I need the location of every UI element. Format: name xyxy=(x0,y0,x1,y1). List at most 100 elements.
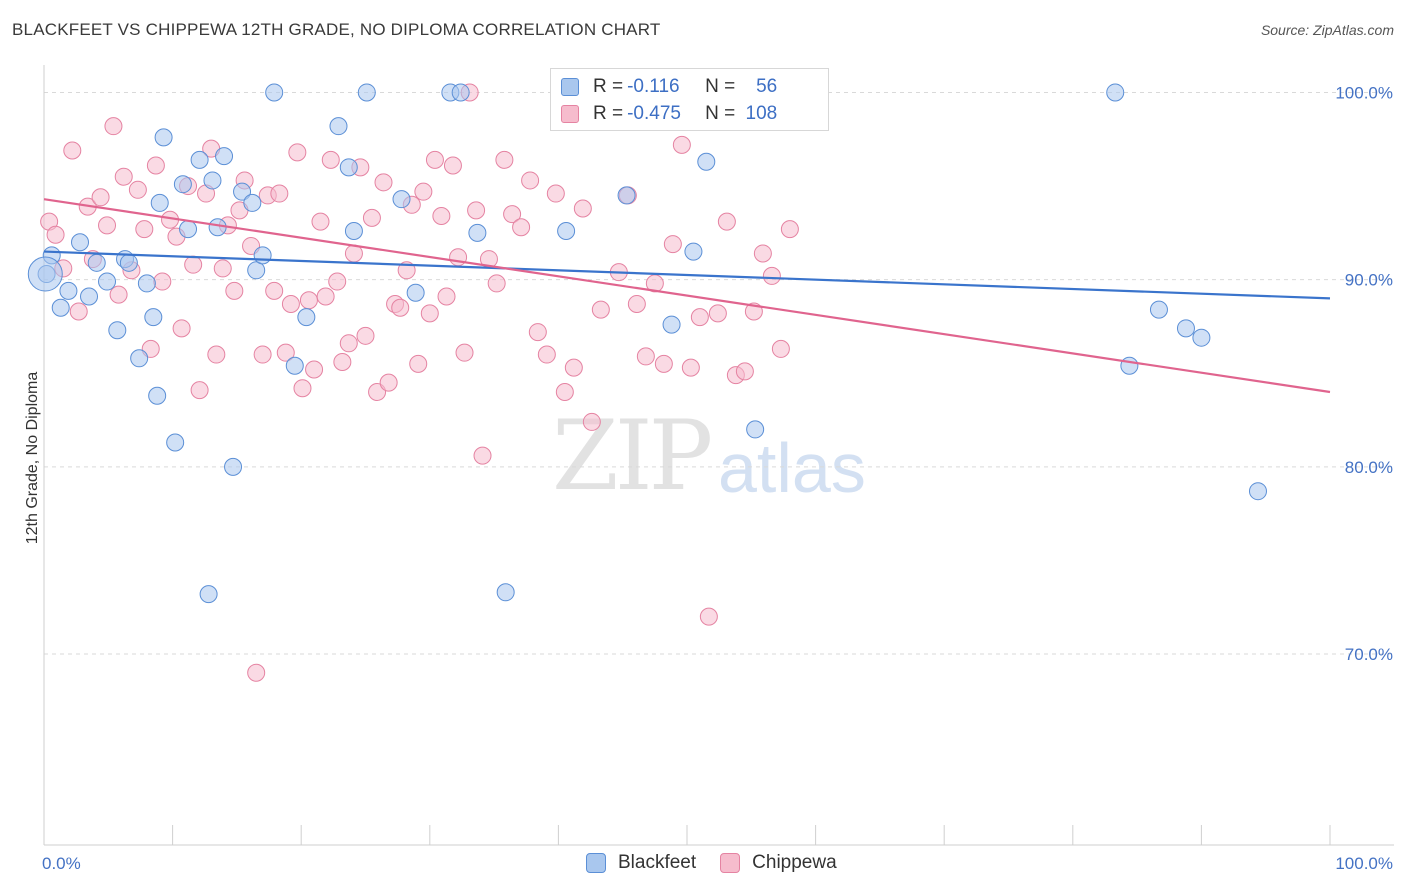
chippewa-point xyxy=(425,150,444,169)
r-value-chippewa: -0.475 xyxy=(627,103,681,124)
chippewa-point xyxy=(293,379,312,398)
chippewa-point xyxy=(253,345,272,364)
blackfeet-point xyxy=(80,287,99,306)
blackfeet-point xyxy=(344,221,363,240)
chippewa-point xyxy=(432,207,451,226)
chippewa-point xyxy=(91,188,110,207)
blackfeet-point xyxy=(1192,328,1211,347)
blackfeet-point xyxy=(154,128,173,147)
chippewa-point xyxy=(328,272,347,291)
blackfeet-point xyxy=(27,256,63,292)
chippewa-point xyxy=(46,225,65,244)
blackfeet-point xyxy=(451,83,470,102)
n-label: N = xyxy=(705,76,736,97)
blackfeet-point xyxy=(1106,83,1125,102)
blackfeet-point xyxy=(392,190,411,209)
chippewa-point xyxy=(128,180,147,199)
chippewa-point xyxy=(636,347,655,366)
blackfeet-point xyxy=(1120,356,1139,375)
chippewa-point xyxy=(288,143,307,162)
chippewa-point xyxy=(627,294,646,313)
blackfeet-point xyxy=(285,356,304,375)
n-value-blackfeet: 56 xyxy=(756,76,778,97)
blackfeet-point xyxy=(697,152,716,171)
blackfeet-point xyxy=(265,83,284,102)
chippewa-point xyxy=(663,235,682,254)
r-value-blackfeet: -0.116 xyxy=(627,76,680,97)
chippewa-point xyxy=(487,274,506,293)
blackfeet-point xyxy=(1176,319,1195,338)
blackfeet-swatch xyxy=(561,78,579,96)
correlation-legend: R = -0.116 N = 56 R = -0.475 N = 108 xyxy=(550,68,829,131)
chippewa-point xyxy=(362,208,381,227)
chippewa-point xyxy=(305,360,324,379)
chippewa-point xyxy=(443,156,462,175)
chippewa-point xyxy=(537,345,556,364)
blackfeet-point xyxy=(339,158,358,177)
chippewa-point xyxy=(114,167,133,186)
chippewa-point xyxy=(299,291,318,310)
chippewa-point xyxy=(184,255,203,274)
source-label: Source: ZipAtlas.com xyxy=(1260,22,1394,38)
chippewa-point xyxy=(414,182,433,201)
blackfeet-point xyxy=(253,246,272,265)
legend-item-chippewa: Chippewa xyxy=(720,852,837,874)
chippewa-point xyxy=(356,326,375,345)
chippewa-point xyxy=(281,294,300,313)
axes xyxy=(43,65,1394,846)
blackfeet-trend-line xyxy=(43,250,1331,300)
blackfeet-point xyxy=(148,386,167,405)
chippewa-point xyxy=(546,184,565,203)
watermark-atlas: atlas xyxy=(718,429,866,507)
chippewa-point xyxy=(512,218,531,237)
y-tick-label: 100.0% xyxy=(1335,83,1393,102)
legend-row-blackfeet: R = -0.116 N = 56 xyxy=(561,74,777,100)
blackfeet-point xyxy=(173,175,192,194)
data-points xyxy=(27,83,1267,682)
blackfeet-point xyxy=(208,218,227,237)
blackfeet-point xyxy=(179,220,198,239)
blackfeet-point xyxy=(233,182,252,201)
blackfeet-point xyxy=(203,171,222,190)
legend-item-blackfeet: Blackfeet xyxy=(586,852,696,874)
chippewa-point xyxy=(225,281,244,300)
chippewa-swatch xyxy=(561,105,579,123)
chippewa-point xyxy=(146,156,165,175)
blackfeet-point xyxy=(297,308,316,327)
blackfeet-point xyxy=(130,349,149,368)
blackfeet-point xyxy=(746,420,765,439)
blackfeet-point xyxy=(1248,482,1267,501)
chippewa-point xyxy=(339,334,358,353)
chippewa-point xyxy=(109,285,128,304)
chippewa-point xyxy=(265,281,284,300)
blackfeet-point xyxy=(150,193,169,212)
blackfeet-point xyxy=(406,283,425,302)
tick-labels: 70.0% 80.0% 90.0% 100.0% 0.0% 100.0% xyxy=(42,83,1393,873)
legend-label-chippewa: Chippewa xyxy=(752,852,837,873)
chippewa-point xyxy=(564,358,583,377)
chippewa-point xyxy=(391,298,410,317)
blackfeet-point xyxy=(357,83,376,102)
blackfeet-point xyxy=(468,223,487,242)
chippewa-point xyxy=(276,343,295,362)
chippewa-point xyxy=(681,358,700,377)
chippewa-point xyxy=(690,308,709,327)
chippewa-point xyxy=(528,323,547,342)
chippewa-point xyxy=(654,354,673,373)
trend-lines xyxy=(43,198,1331,394)
n-value-chippewa: 108 xyxy=(745,103,778,124)
chippewa-legend-swatch xyxy=(720,853,741,873)
blackfeet-point xyxy=(51,298,70,317)
blackfeet-point xyxy=(557,221,576,240)
blackfeet-point xyxy=(98,272,117,291)
chippewa-point xyxy=(699,607,718,626)
blackfeet-point xyxy=(215,147,234,166)
blackfeet-point xyxy=(59,281,78,300)
chippewa-point xyxy=(63,141,82,160)
chippewa-point xyxy=(582,412,601,431)
blackfeet-point xyxy=(71,233,90,252)
chippewa-point xyxy=(473,446,492,465)
y-axis-label: 12th Grade, No Diploma xyxy=(24,372,41,545)
chippewa-point xyxy=(591,300,610,319)
chippewa-point xyxy=(98,216,117,235)
